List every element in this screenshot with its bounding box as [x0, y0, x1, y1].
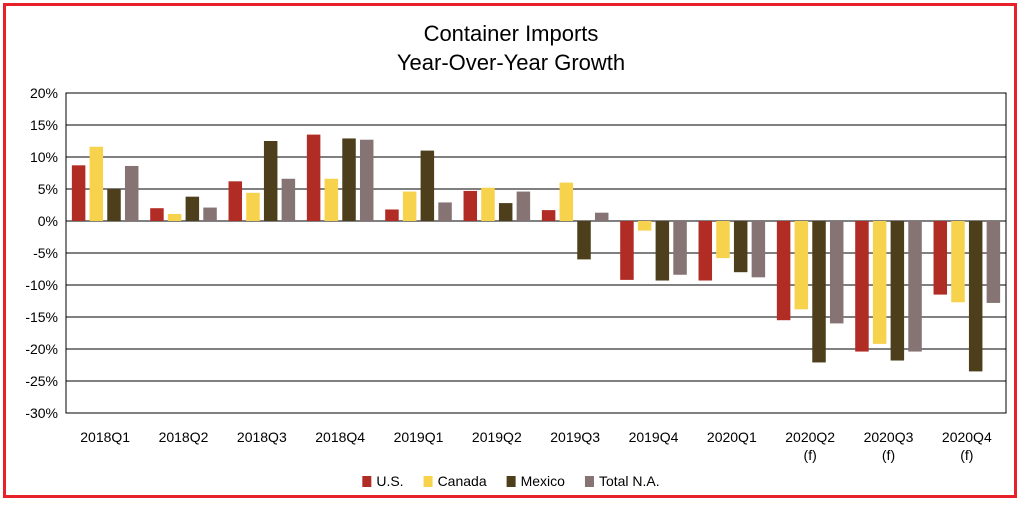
bar: [733, 221, 748, 273]
bar: [71, 165, 86, 221]
bar: [281, 178, 296, 221]
bar: [577, 221, 591, 260]
bar: [637, 221, 652, 231]
bar: [872, 221, 887, 344]
legend-swatch: [423, 476, 433, 487]
bar: [150, 208, 164, 221]
x-axis: 2018Q1 2018Q2 2018Q3 2018Q4 2019Q1 2019Q2 2019…: [80, 429, 992, 463]
legend-item: Mexico: [506, 473, 566, 489]
legend-label: Total N.A.: [599, 473, 660, 489]
bar: [263, 141, 278, 221]
y-tick-label: -25%: [25, 373, 58, 389]
x-tick-label: 2020Q1: [707, 429, 757, 445]
bar: [89, 146, 104, 221]
bar: [498, 203, 513, 221]
bar: [420, 150, 435, 221]
bar: [246, 192, 260, 221]
bar: [812, 221, 826, 363]
y-axis: 20% 15% 10% 5% 0% -5% -10% -15% -20% -25% -30%: [25, 85, 58, 421]
bar: [951, 221, 965, 303]
bar: [402, 191, 417, 221]
y-tick-label: 0%: [38, 213, 58, 229]
bar: [185, 196, 200, 221]
bar: [516, 191, 531, 221]
bar: [359, 139, 374, 221]
bar: [481, 187, 495, 221]
y-tick-label: -30%: [25, 405, 58, 421]
bar: [463, 190, 478, 221]
legend-item: Total N.A.: [584, 473, 660, 489]
bar: [167, 213, 182, 221]
bar: [124, 165, 139, 221]
bar: [203, 207, 217, 221]
bars: [71, 134, 1001, 372]
y-tick-label: -20%: [25, 341, 58, 357]
bar: [385, 209, 399, 221]
x-tick-label: 2020Q3 (f): [864, 429, 914, 463]
bar: [438, 202, 452, 221]
bar: [620, 221, 634, 280]
bar: [541, 210, 556, 221]
chart-subtitle: Year-Over-Year Growth: [397, 50, 625, 75]
legend-label: Canada: [438, 473, 487, 489]
grid: [65, 92, 1007, 414]
bar: [933, 221, 948, 295]
x-tick-label: 2019Q3: [550, 429, 600, 445]
bar: [228, 181, 243, 221]
x-tick-label: 2020Q2 (f): [785, 429, 835, 463]
bar: [716, 221, 730, 259]
x-tick-label: 2018Q4: [315, 429, 365, 445]
plot-border: [65, 92, 1007, 414]
bar: [698, 221, 713, 281]
y-tick-label: 15%: [30, 117, 58, 133]
y-tick-label: -10%: [25, 277, 58, 293]
bar: [829, 221, 844, 324]
bar: [751, 221, 766, 278]
x-tick-label: 2019Q2: [472, 429, 522, 445]
bar: [986, 221, 1001, 303]
bar: [594, 212, 609, 221]
legend-swatch: [506, 476, 516, 487]
x-tick-label: 2018Q3: [237, 429, 287, 445]
x-tick-label: 2020Q4 (f): [942, 429, 992, 463]
bar: [908, 221, 922, 352]
chart-title: Container Imports: [424, 21, 599, 46]
bar: [306, 134, 321, 221]
y-tick-label: 5%: [38, 181, 58, 197]
bar: [890, 221, 905, 361]
bar: [673, 221, 687, 275]
legend-label: U.S.: [376, 473, 403, 489]
y-tick-label: 20%: [30, 85, 58, 101]
bar: [655, 221, 670, 281]
bar: [776, 221, 791, 321]
legend-swatch: [584, 476, 594, 487]
legend-item: U.S.: [362, 473, 404, 489]
y-tick-label: -5%: [33, 245, 58, 261]
x-tick-label: 2019Q1: [394, 429, 444, 445]
bar: [342, 138, 356, 221]
x-tick-label: 2018Q1: [80, 429, 130, 445]
bar: [324, 178, 339, 221]
bar: [855, 221, 869, 352]
legend-swatch: [362, 476, 372, 487]
bar: [559, 182, 574, 221]
bar: [968, 221, 983, 372]
x-tick-label: 2019Q4: [629, 429, 679, 445]
legend-label: Mexico: [521, 473, 566, 489]
y-tick-label: 10%: [30, 149, 58, 165]
x-tick-label: 2018Q2: [159, 429, 209, 445]
y-tick-label: -15%: [25, 309, 58, 325]
chart-frame: [3, 3, 1017, 498]
bar: [794, 221, 809, 310]
legend-item: Canada: [423, 473, 487, 489]
bar: [107, 189, 121, 221]
legend: U.S. Canada Mexico Total N.A.: [362, 473, 660, 489]
